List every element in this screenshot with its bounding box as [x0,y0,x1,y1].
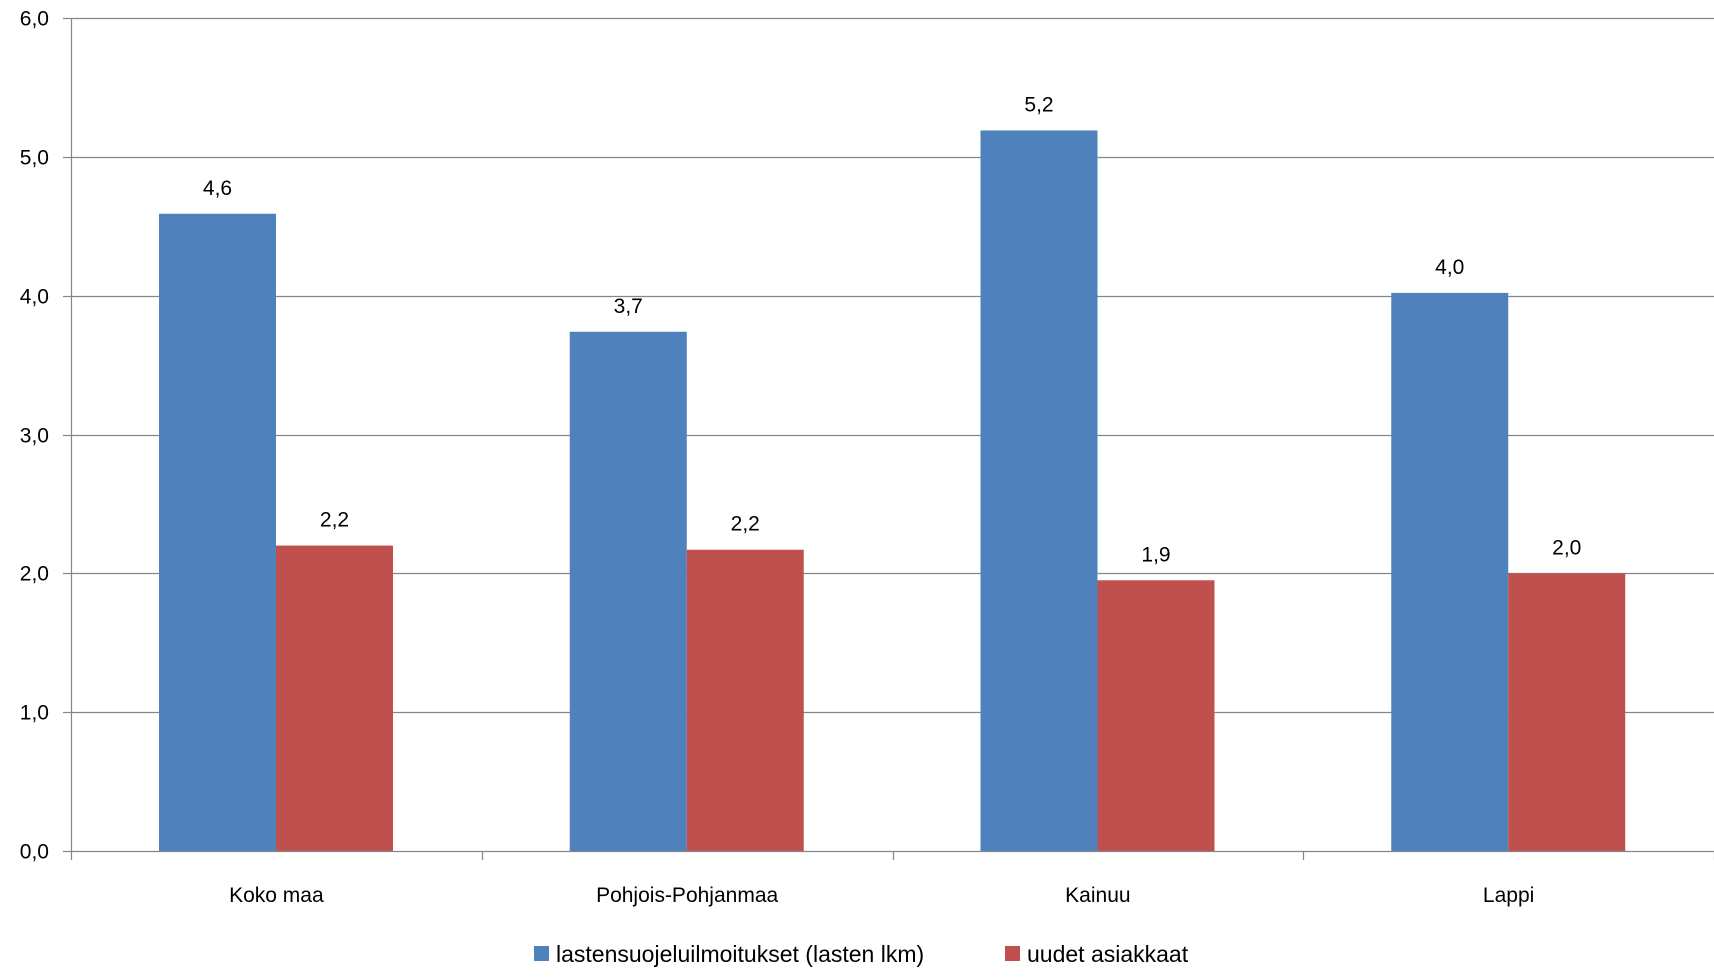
x-category-label: Lappi [1483,884,1534,907]
bar [686,549,804,851]
bar-value-label: 4,0 [1435,256,1464,279]
y-tick-label: 1,0 [20,702,49,725]
bar [569,331,687,852]
legend-label: uudet asiakkaat [1027,941,1189,967]
legend-swatch [1005,946,1020,961]
bar-value-label: 2,2 [731,513,760,536]
bar-value-label: 2,0 [1552,536,1581,559]
bar-value-label: 5,2 [1024,93,1053,116]
legend-label: lastensuojeluilmoitukset (lasten lkm) [556,941,924,967]
data-labels: 4,6 3,7 5,2 4,0 2,2 2,2 1,9 2,0 [203,93,1581,566]
x-category-label: Pohjois-Pohjanmaa [596,884,778,907]
legend-swatch [534,946,549,961]
bar [980,130,1098,851]
axes: 0,0 1,0 2,0 3,0 4,0 5,0 6,0 Koko maa Pohjois-Poh… [20,8,1714,907]
bar-value-label: 1,9 [1141,543,1170,566]
legend: lastensuojeluilmoitukset (lasten lkm) uud… [534,941,1189,967]
y-tick-label: 2,0 [20,563,49,586]
bar [159,213,276,851]
x-category-label: Kainuu [1065,884,1130,907]
y-tick-label: 6,0 [20,8,49,31]
y-tick-label: 0,0 [20,841,49,864]
bar-value-label: 2,2 [320,509,349,532]
y-tick-label: 3,0 [20,425,49,448]
y-tick-label: 5,0 [20,147,49,170]
bar-value-label: 3,7 [614,295,643,318]
bar [1508,573,1626,851]
x-category-label: Koko maa [229,884,324,907]
bar-value-label: 4,6 [203,177,232,200]
bar [1097,580,1215,851]
bar [276,545,393,851]
bar [1391,292,1509,851]
y-tick-label: 4,0 [20,286,49,309]
bars [159,130,1626,852]
